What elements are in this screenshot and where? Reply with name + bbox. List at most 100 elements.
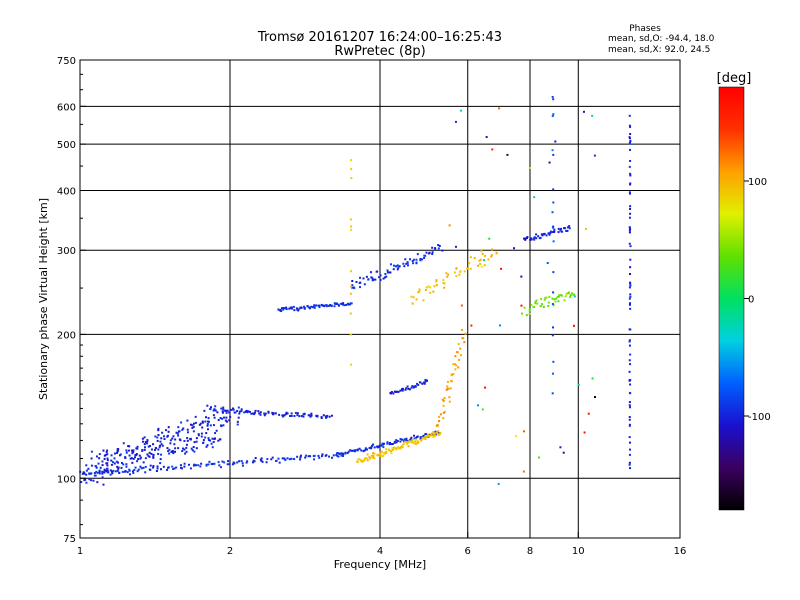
data-point	[545, 296, 548, 299]
data-point	[533, 306, 536, 309]
data-point	[385, 451, 388, 454]
data-point	[161, 444, 164, 447]
data-point	[120, 461, 123, 464]
data-point	[94, 474, 97, 477]
data-point	[522, 237, 525, 240]
data-point	[152, 456, 155, 459]
data-point	[454, 120, 457, 123]
y-tick-label: 75	[63, 534, 76, 545]
data-point	[433, 285, 436, 288]
data-point	[147, 454, 150, 457]
data-point	[342, 454, 345, 457]
data-point	[412, 296, 415, 299]
data-point	[545, 234, 548, 237]
data-point	[313, 454, 316, 457]
data-point	[628, 191, 631, 194]
data-point	[160, 443, 163, 446]
data-point	[283, 457, 286, 460]
data-point	[286, 412, 289, 415]
data-point	[219, 466, 222, 469]
data-point	[139, 465, 142, 468]
data-point	[359, 286, 362, 289]
data-point	[554, 140, 557, 143]
data-point	[520, 275, 523, 278]
data-point	[403, 438, 406, 441]
data-point	[389, 271, 392, 274]
data-point	[490, 254, 493, 257]
data-point	[277, 457, 280, 460]
data-point	[215, 429, 218, 432]
data-point	[421, 437, 424, 440]
data-point	[534, 301, 537, 304]
data-point	[533, 238, 536, 241]
data-point	[314, 304, 317, 307]
data-point	[157, 427, 160, 430]
data-point	[559, 229, 562, 232]
data-point	[446, 275, 449, 278]
data-point	[146, 438, 149, 441]
data-point	[360, 449, 363, 452]
data-point	[237, 416, 240, 419]
data-point	[467, 267, 470, 270]
data-point	[181, 428, 184, 431]
data-point	[105, 462, 108, 465]
data-point	[332, 454, 335, 457]
data-point	[130, 457, 133, 460]
data-point	[109, 473, 112, 476]
data-point	[101, 470, 104, 473]
data-point	[459, 109, 462, 112]
data-point	[195, 437, 198, 440]
data-point	[629, 182, 632, 185]
data-point	[217, 439, 220, 442]
data-point	[173, 467, 176, 470]
data-point	[288, 307, 291, 310]
data-point	[566, 229, 569, 232]
data-point	[298, 307, 301, 310]
data-point	[214, 405, 217, 408]
data-point	[439, 431, 442, 434]
data-point	[208, 460, 211, 463]
data-point	[96, 481, 99, 484]
data-point	[211, 437, 214, 440]
data-point	[388, 449, 391, 452]
data-point	[168, 452, 171, 455]
data-point	[529, 238, 532, 241]
data-point	[463, 341, 466, 344]
data-point	[372, 455, 375, 458]
data-point	[186, 431, 189, 434]
data-point	[144, 471, 147, 474]
data-point	[408, 388, 411, 391]
data-point	[266, 458, 269, 461]
data-point	[429, 286, 432, 289]
data-point	[399, 437, 402, 440]
data-point	[481, 252, 484, 255]
data-point	[179, 466, 182, 469]
data-point	[105, 451, 108, 454]
data-point	[593, 154, 596, 157]
data-point	[185, 446, 188, 449]
data-point	[479, 263, 482, 266]
data-point	[437, 430, 440, 433]
data-point	[128, 473, 131, 476]
data-point	[568, 225, 571, 228]
data-point	[383, 442, 386, 445]
data-point	[425, 251, 428, 254]
data-point	[411, 259, 414, 262]
data-point	[154, 446, 157, 449]
data-point	[177, 426, 180, 429]
data-point	[357, 448, 360, 451]
data-point	[176, 432, 179, 435]
data-point	[385, 275, 388, 278]
data-point	[442, 411, 445, 414]
data-point	[455, 351, 458, 354]
data-point	[557, 295, 560, 298]
data-point	[416, 253, 419, 256]
data-point	[415, 298, 418, 301]
data-point	[418, 290, 421, 293]
data-point	[399, 389, 402, 392]
data-point	[253, 413, 256, 416]
data-point	[432, 290, 435, 293]
data-point	[522, 430, 525, 433]
data-point	[206, 404, 209, 407]
data-point	[278, 309, 281, 312]
